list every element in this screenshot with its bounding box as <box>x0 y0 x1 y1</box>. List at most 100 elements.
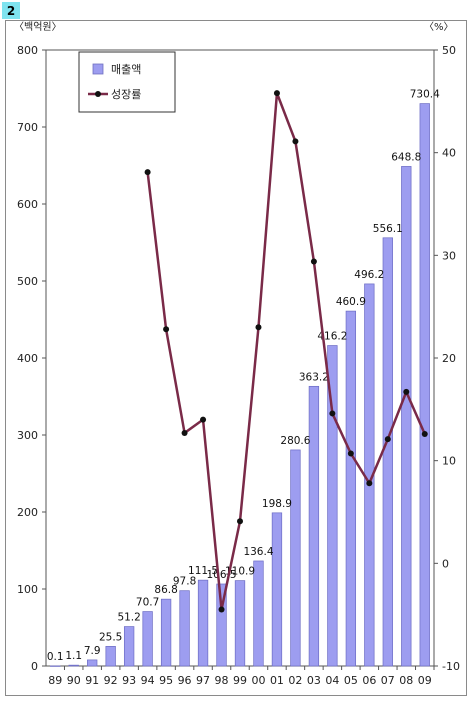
right-tick-label: -10 <box>442 660 460 673</box>
growth-rate-point <box>329 410 336 417</box>
bar-value-label: 198.9 <box>262 498 292 510</box>
bar-sales <box>271 512 283 667</box>
right-unit-label: 〈%〉 <box>424 21 454 33</box>
growth-rate-point <box>310 258 317 265</box>
bar-value-labels: 0.1 1.1 7.925.551.270.786.897.8111.5106.51… <box>47 89 440 663</box>
x-tick-label: 09 <box>418 674 432 687</box>
growth-rate-point <box>218 606 225 613</box>
x-tick-label: 01 <box>270 674 284 687</box>
x-tick-label: 98 <box>215 674 229 687</box>
left-tick-label: 800 <box>17 44 38 57</box>
bar-sales <box>179 590 190 667</box>
growth-rate-point <box>273 90 280 97</box>
right-tick-label: 30 <box>442 249 456 262</box>
bar-sales <box>50 665 61 667</box>
bar-sales <box>253 560 264 667</box>
x-axis: 89 90 91 92 93 94 95 96 97 98 99 00 01 02 03 04 05 06 07 08… <box>48 666 435 687</box>
x-tick-label: 02 <box>288 674 302 687</box>
right-tick-label: 10 <box>442 455 456 468</box>
bar-sales <box>123 626 135 667</box>
bar-value-label: 0.1 <box>47 651 64 663</box>
x-tick-label: 06 <box>362 674 376 687</box>
bar-sales <box>87 659 98 667</box>
bar-value-label: 730.4 <box>410 89 440 101</box>
bar-sales <box>105 646 116 667</box>
bar-sales <box>142 611 153 667</box>
left-tick-label: 500 <box>17 275 38 288</box>
legend-box <box>78 51 176 113</box>
figure-number-badge: 2 <box>2 2 20 19</box>
bar-sales <box>327 345 338 667</box>
chart-frame <box>5 20 467 696</box>
legend-line-marker <box>95 91 101 97</box>
bar-sales <box>401 166 412 667</box>
bar-value-label: 648.8 <box>391 151 421 163</box>
bar-value-label: 86.8 <box>154 584 177 596</box>
growth-rate-point <box>237 518 243 525</box>
bar-sales <box>160 598 172 667</box>
bar-value-label: 496.2 <box>354 269 384 281</box>
bar-value-label: 25.5 <box>99 631 122 643</box>
left-tick-label: 700 <box>17 121 38 134</box>
bar-value-label: 460.9 <box>336 296 366 308</box>
growth-rate-point <box>421 430 428 437</box>
bars-layer <box>50 103 430 667</box>
x-tick-label: 04 <box>325 674 339 687</box>
growth-rate-point <box>366 480 373 487</box>
bar-sales <box>68 664 79 667</box>
x-tick-label: 96 <box>178 674 192 687</box>
bar-value-label: 556.1 <box>373 223 403 235</box>
bar-sales <box>234 580 246 667</box>
bar-sales <box>345 310 357 667</box>
left-tick-label: 600 <box>17 198 38 211</box>
left-tick-label: 300 <box>17 429 38 442</box>
legend-bar-swatch <box>92 63 104 75</box>
bar-value-label: 416.2 <box>317 331 347 343</box>
bar-sales <box>382 237 393 667</box>
legend-label-growth: 성장률 <box>111 88 141 101</box>
bar-value-label: 51.2 <box>117 612 140 624</box>
growth-rate-point <box>144 169 151 176</box>
bar-sales <box>308 385 320 667</box>
right-tick-label: 50 <box>442 44 456 57</box>
x-tick-label: 00 <box>251 674 265 687</box>
bar-sales <box>197 579 209 667</box>
x-tick-label: 95 <box>159 674 173 687</box>
growth-rate-point <box>255 324 262 331</box>
growth-rate-point <box>384 436 391 443</box>
bar-sales <box>216 583 227 667</box>
growth-rate-line <box>146 91 426 611</box>
left-tick-label: 200 <box>17 506 38 519</box>
bar-value-label: 363.2 <box>299 371 329 383</box>
growth-rate-point <box>200 416 207 423</box>
left-tick-label: 400 <box>17 352 38 365</box>
x-tick-label: 97 <box>196 674 210 687</box>
x-tick-label: 91 <box>85 674 99 687</box>
left-tick-label: 100 <box>17 583 38 596</box>
bar-value-label: 97.8 <box>173 576 196 588</box>
growth-rate-point <box>292 138 299 145</box>
bar-value-label: 136.4 <box>243 546 273 558</box>
growth-rate-point <box>403 388 410 395</box>
x-tick-label: 92 <box>104 674 118 687</box>
x-tick-label: 08 <box>399 674 413 687</box>
bar-value-label: 7.9 <box>84 645 101 657</box>
x-tick-label: 94 <box>141 674 155 687</box>
bar-value-label: 111.5 <box>188 565 218 577</box>
bar-value-label: 1.1 <box>65 650 82 662</box>
x-tick-label: 05 <box>344 674 358 687</box>
right-tick-label: 20 <box>442 352 456 365</box>
x-tick-label: 99 <box>233 674 247 687</box>
x-tick-label: 93 <box>122 674 136 687</box>
legend-label-sales: 매출액 <box>111 63 141 76</box>
x-tick-label: 03 <box>307 674 321 687</box>
legend: 매출액 성장률 <box>78 51 176 113</box>
right-axis: -10 0 10 20 30 40 50 <box>434 44 460 673</box>
growth-rate-point <box>347 450 354 457</box>
bar-value-label: 110.9 <box>225 566 255 578</box>
right-tick-label: 0 <box>442 557 449 570</box>
left-unit-label: 〈백억원〉 <box>14 21 62 33</box>
bar-sales <box>419 103 430 667</box>
right-tick-label: 40 <box>442 147 456 160</box>
